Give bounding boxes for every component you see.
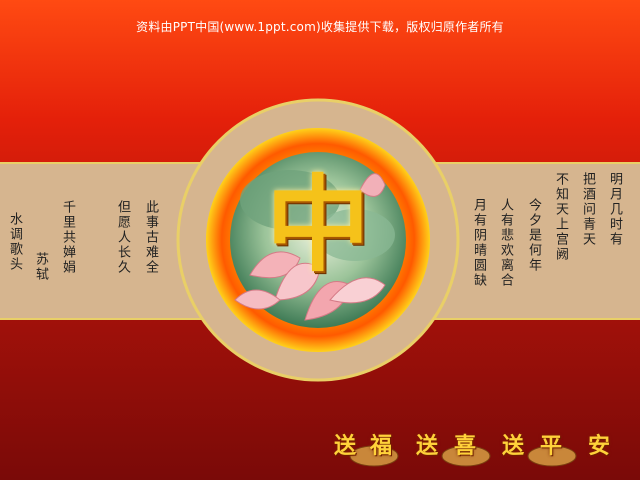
mooncake-icon	[527, 445, 577, 467]
mooncake-icon	[441, 445, 491, 467]
footer-char: 平	[540, 434, 563, 459]
footer-char: 福	[370, 434, 393, 459]
footer-char: 安	[588, 434, 611, 459]
poem-author: 苏轼	[33, 252, 48, 282]
mooncake-icon	[349, 445, 399, 467]
footer-char: 喜	[454, 434, 477, 459]
lotus-leaf-shape	[240, 170, 340, 230]
emblem-glyph: 中	[265, 163, 370, 286]
poem-title: 水调歌头	[7, 212, 22, 272]
footer-char: 送	[502, 434, 525, 459]
poem-line: 把酒问青天	[580, 172, 595, 247]
poem-line: 但愿人长久	[115, 200, 130, 275]
poem-line: 人有悲欢离合	[498, 198, 513, 288]
poem-line: 千里共婵娟	[60, 200, 75, 275]
lotus-leaf-shape	[315, 209, 395, 261]
poem-line: 此事古难全	[143, 200, 158, 275]
poem-line: 月有阴晴圆缺	[471, 198, 486, 288]
footer-char: 送	[416, 434, 439, 459]
poem-line: 明月几时有	[607, 172, 622, 247]
footer-char: 送	[334, 434, 357, 459]
poem-line: 今夕是何年	[526, 198, 541, 273]
lotus-flower-icon	[234, 173, 386, 321]
poem-line: 不知天上宫阙	[553, 172, 568, 262]
copyright-text: 资料由PPT中国(www.1ppt.com)收集提供下载，版权归原作者所有	[136, 20, 504, 34]
